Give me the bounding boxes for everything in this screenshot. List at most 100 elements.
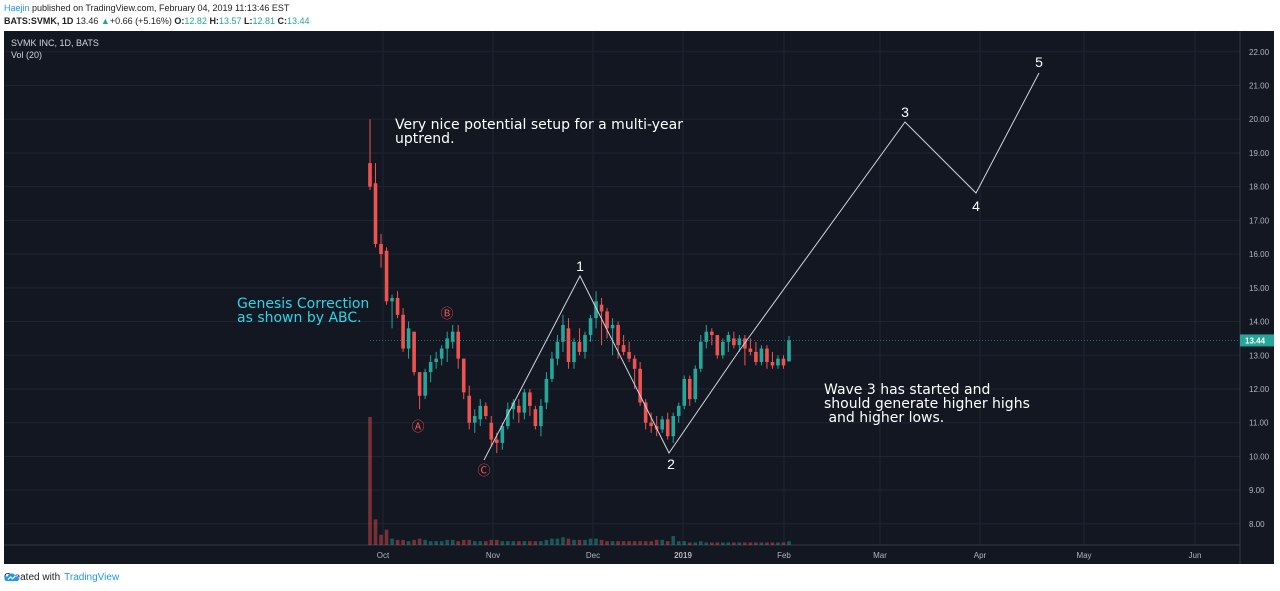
candle: [483, 402, 488, 420]
symbol-label: BATS:SVMK, 1D: [4, 16, 74, 26]
annotation-text: Wave 3 has started and should generate hi…: [824, 382, 1030, 426]
candle-body: [715, 335, 720, 356]
candle: [627, 341, 631, 363]
candle: [533, 405, 538, 430]
candle-body: [445, 338, 449, 349]
volume-bar: [434, 541, 438, 545]
candle-body: [577, 341, 582, 352]
created-with-text: Created with: [4, 572, 61, 583]
chart-area[interactable]: 22.00 21.00 20.00 19.00 18.00 17.00 16.00 15.00…: [4, 31, 1274, 564]
candle: [660, 415, 664, 433]
chart-svg[interactable]: 22.0021.0020.0019.0018.0017.0016.0015.00…: [4, 31, 1274, 564]
tradingview-cloud-icon: [4, 573, 19, 581]
annotation-line: Genesis Correction: [237, 296, 369, 312]
volume-bar: [743, 542, 747, 545]
candle: [406, 321, 411, 359]
abc-label: Ⓐ: [411, 420, 424, 435]
candle-body: [605, 311, 609, 329]
y-tick-label: 20.00: [1249, 115, 1270, 124]
candle: [781, 355, 786, 369]
volume-bar: [577, 539, 582, 545]
volume-bar: [528, 541, 532, 545]
footer: Created with TradingView: [4, 572, 119, 583]
volume-bar: [627, 541, 631, 545]
tradingview-link[interactable]: TradingView: [4, 572, 120, 583]
x-tick-label: May: [1076, 551, 1091, 560]
candle: [704, 324, 709, 349]
candle: [395, 291, 400, 319]
candles: [368, 119, 791, 454]
volume-bar: [698, 541, 703, 545]
candle: [583, 331, 587, 359]
candle: [682, 375, 687, 410]
low-value: 12.81: [252, 16, 276, 26]
y-tick-label: 16.00: [1249, 250, 1270, 259]
legend-title: SVMK INC, 1D, BATS: [11, 38, 99, 48]
candle-body: [594, 301, 598, 319]
candle: [676, 402, 681, 423]
volume-bar: [594, 538, 598, 545]
y-tick-label: 10.00: [1249, 452, 1270, 461]
author-link[interactable]: Haejin: [4, 3, 30, 13]
candle: [566, 318, 571, 369]
candle-body: [423, 372, 427, 396]
volume-bar: [379, 534, 383, 545]
volume-bar: [665, 541, 670, 545]
candle-body: [566, 328, 571, 363]
volume-bar: [610, 541, 615, 545]
candle-body: [704, 331, 709, 342]
volume-bar: [506, 541, 510, 545]
volume-bar: [737, 542, 742, 545]
candle: [412, 331, 416, 376]
volume-bar: [759, 542, 764, 545]
candle: [732, 331, 736, 349]
candle-body: [390, 297, 394, 302]
candle: [721, 338, 725, 359]
volume-bar: [621, 541, 626, 545]
annotation-line: Very nice potential setup for a multi-ye…: [395, 117, 683, 133]
open-value: 12.82: [184, 16, 207, 26]
volume-bar: [439, 541, 444, 545]
candle-body: [456, 331, 461, 359]
candle-body: [588, 318, 593, 336]
candle: [577, 328, 582, 356]
volume-bar: [643, 541, 648, 545]
candle-body: [434, 358, 438, 363]
y-tick-label: 8.00: [1249, 520, 1265, 529]
candle-body: [627, 351, 631, 359]
candle: [478, 399, 483, 427]
close-value: 13.44: [287, 16, 310, 26]
candle-body: [770, 362, 775, 366]
volume-bar: [572, 539, 576, 545]
candle-body: [544, 378, 549, 403]
candle: [368, 119, 372, 191]
annotation-text: Very nice potential setup for a multi-ye…: [395, 117, 683, 147]
wave-label-3: 3: [901, 104, 909, 120]
candle: [561, 314, 565, 352]
volume-bar: [599, 539, 604, 545]
candle-body: [693, 368, 698, 400]
candle: [638, 362, 642, 406]
candle: [555, 335, 560, 366]
candle-body: [710, 331, 714, 336]
candle: [632, 355, 637, 389]
tradingview-brand: TradingView: [64, 572, 120, 583]
candle: [594, 291, 598, 329]
volume-bar: [423, 539, 427, 545]
candle-body: [643, 402, 648, 423]
volume-bar: [550, 538, 554, 545]
volume-bar: [428, 541, 433, 545]
annotation-line: Wave 3 has started and: [824, 382, 990, 398]
annotation-line: should generate higher highs: [824, 396, 1030, 412]
candle-body: [676, 405, 681, 416]
volume-bar: [522, 541, 527, 545]
volume-bar: [495, 539, 499, 545]
candle-body: [511, 402, 516, 410]
volume-bar: [395, 539, 400, 545]
candle-body: [787, 340, 791, 362]
candle: [434, 351, 438, 369]
close-label: C:: [277, 16, 288, 26]
volume-bar: [539, 541, 543, 545]
publish-text: published on TradingView.com, February 0…: [32, 3, 290, 13]
ohlc-line: BATS:SVMK, 1D 13.46 ▲+0.66 (+5.16%) O:12…: [4, 16, 310, 26]
